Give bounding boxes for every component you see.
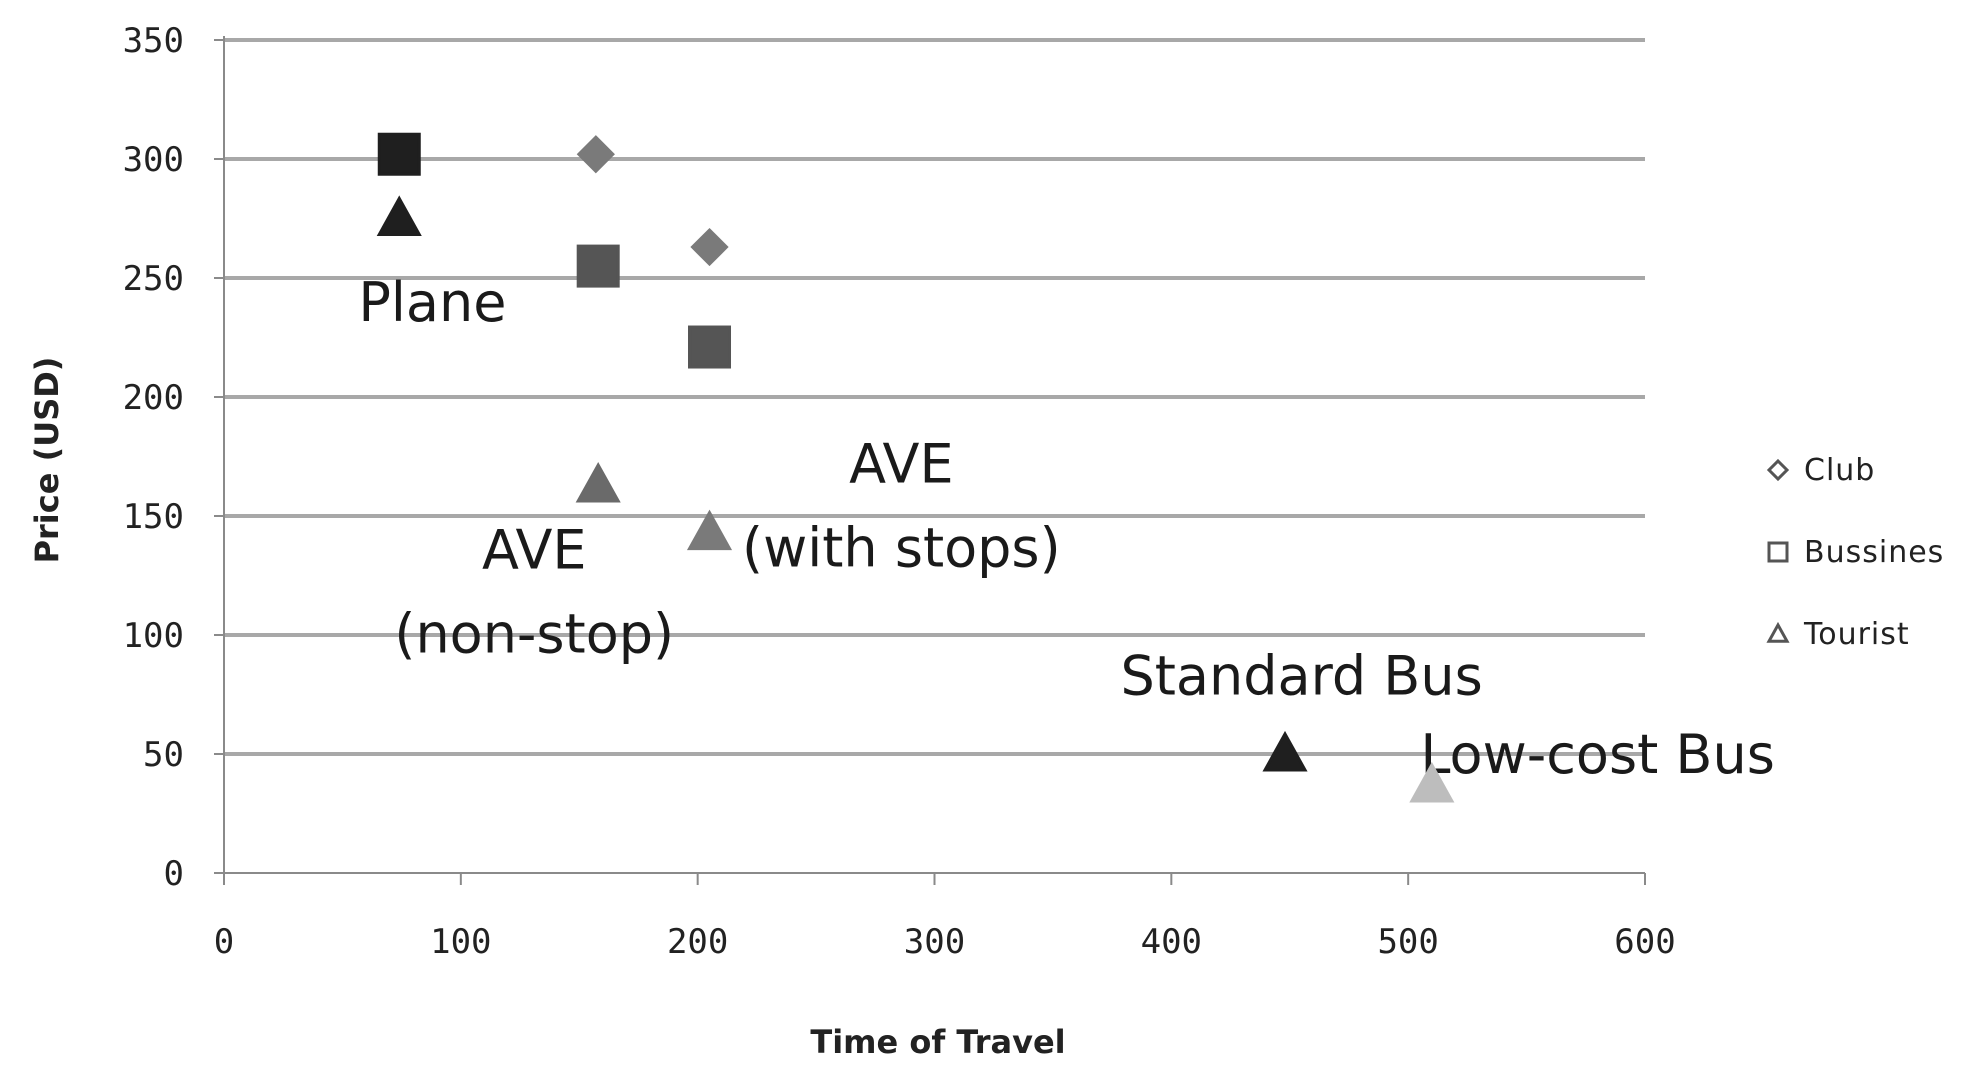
x-tick-label: 100 bbox=[430, 922, 491, 962]
legend-triangle-icon bbox=[1766, 621, 1790, 643]
legend-label: Club bbox=[1804, 453, 1875, 488]
x-tick-label: 400 bbox=[1141, 922, 1202, 962]
triangle-marker bbox=[376, 195, 422, 236]
x-tick-label: 200 bbox=[667, 922, 728, 962]
gridlines bbox=[224, 38, 1645, 756]
triangle-marker bbox=[686, 509, 733, 551]
x-tick-label: 0 bbox=[214, 922, 234, 962]
y-tick-label: 50 bbox=[143, 735, 184, 775]
y-tick-label: 300 bbox=[123, 140, 184, 180]
x-tick-label: 300 bbox=[904, 922, 965, 962]
square-marker bbox=[576, 244, 620, 288]
annotation-label: AVE (with stops) bbox=[742, 433, 1061, 580]
x-axis-title: Time of Travel bbox=[810, 1023, 1065, 1061]
legend-square-icon bbox=[1767, 541, 1789, 563]
diamond-marker bbox=[576, 135, 615, 174]
y-tick-label: 250 bbox=[123, 259, 184, 299]
annotation-label: Standard Bus bbox=[1120, 645, 1482, 708]
axes: 0 50 100 150 200 250 300 350 0 100 200 300 400 500 600 bbox=[123, 21, 1676, 962]
triangle-marker bbox=[1409, 761, 1455, 803]
legend-diamond-icon bbox=[1766, 458, 1790, 482]
annotation-label: Plane bbox=[358, 271, 506, 334]
x-tick-label: 600 bbox=[1614, 922, 1675, 962]
y-axis-title: Price (USD) bbox=[28, 357, 66, 564]
square-marker bbox=[688, 325, 732, 369]
y-tick-label: 100 bbox=[123, 616, 184, 656]
triangle-marker bbox=[1262, 730, 1308, 772]
square-marker bbox=[377, 132, 421, 176]
legend: Club Bussines Tourist bbox=[1766, 453, 1944, 652]
y-tick-label: 150 bbox=[123, 497, 184, 537]
annotations: Plane AVE (non-stop) AVE (with stops) Standar… bbox=[358, 271, 1774, 786]
annotation-label: AVE (non-stop) bbox=[394, 518, 674, 665]
y-tick-label: 0 bbox=[164, 854, 184, 894]
annotation-label: Low-cost Bus bbox=[1420, 723, 1774, 786]
legend-label: Tourist bbox=[1803, 617, 1910, 652]
diamond-marker bbox=[690, 227, 729, 267]
y-tick-label: 350 bbox=[123, 21, 184, 61]
x-tick-label: 500 bbox=[1377, 922, 1438, 962]
triangle-marker bbox=[575, 461, 621, 503]
data-points bbox=[376, 132, 1455, 803]
legend-label: Bussines bbox=[1804, 535, 1944, 570]
y-tick-label: 200 bbox=[123, 378, 184, 418]
